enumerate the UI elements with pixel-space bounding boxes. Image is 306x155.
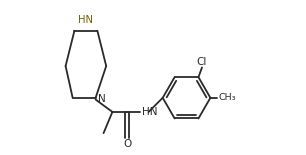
Text: HN: HN <box>141 107 157 117</box>
Text: Cl: Cl <box>197 57 207 66</box>
Text: N: N <box>98 94 106 104</box>
Text: O: O <box>123 139 132 149</box>
Text: HN: HN <box>78 15 93 25</box>
Text: CH₃: CH₃ <box>218 93 236 102</box>
